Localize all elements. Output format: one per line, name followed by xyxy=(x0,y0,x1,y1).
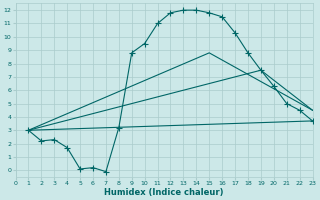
X-axis label: Humidex (Indice chaleur): Humidex (Indice chaleur) xyxy=(104,188,224,197)
